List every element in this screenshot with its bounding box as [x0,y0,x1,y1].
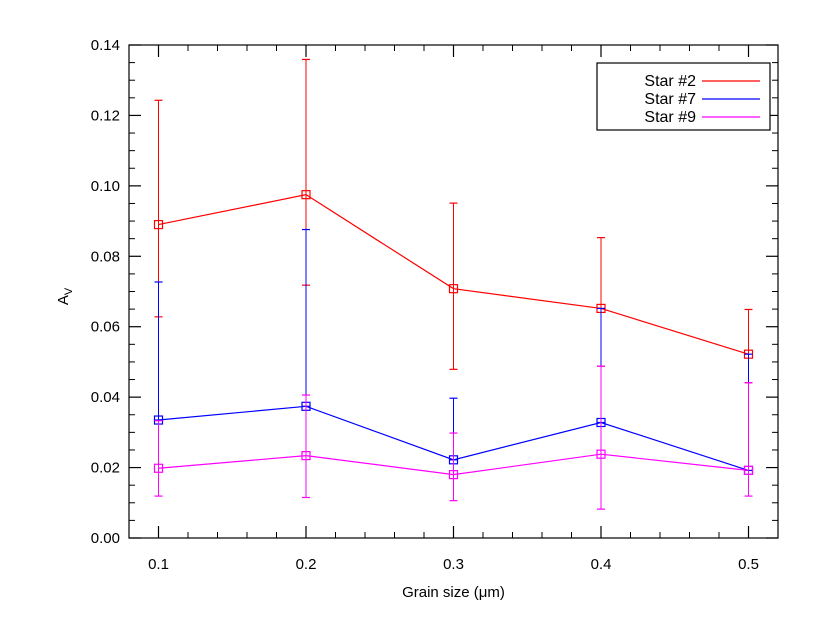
data-point [448,470,459,480]
series-line [158,194,749,355]
y-tick-label: 0.10 [91,178,120,195]
y-tick-label: 0.04 [91,389,120,406]
y-tick-label: 0.06 [91,319,120,336]
data-point [301,190,311,200]
x-tick-label: 0.4 [591,556,612,573]
legend-box [596,62,771,131]
series-3 [153,365,754,510]
y-axis-label-main: A [55,295,72,305]
x-tick-label: 0.5 [738,556,759,573]
legend-label: Star #7 [644,91,696,108]
data-point [743,465,754,475]
y-tick-label: 0.00 [91,530,120,547]
x-tick-label: 0.1 [148,556,169,573]
data-point [596,449,606,459]
data-point [153,219,164,230]
data-point [153,463,164,473]
legend-label: Star #9 [644,109,696,126]
data-point [301,450,311,461]
y-tick-label: 0.02 [91,460,120,477]
x-tick-label: 0.3 [443,556,464,573]
series-line [158,453,749,476]
y-axis-label: AV [55,287,75,305]
series-layer [153,58,754,510]
data-point [448,284,459,294]
x-axis-label: Grain size (μm) [402,584,505,601]
tick-labels-layer: 0.1 0.2 0.3 0.4 0.5 0.00 0.02 0.04 0.06 0.08 0.10 0… [91,37,759,573]
y-tick-label: 0.08 [91,248,120,265]
legend-label: Star #2 [644,73,696,90]
x-tick-label: 0.2 [296,556,317,573]
y-tick-label: 0.14 [91,37,120,54]
y-tick-label: 0.12 [91,107,120,124]
y-axis-label-subscript: V [63,287,75,295]
ticks-layer [128,44,779,539]
